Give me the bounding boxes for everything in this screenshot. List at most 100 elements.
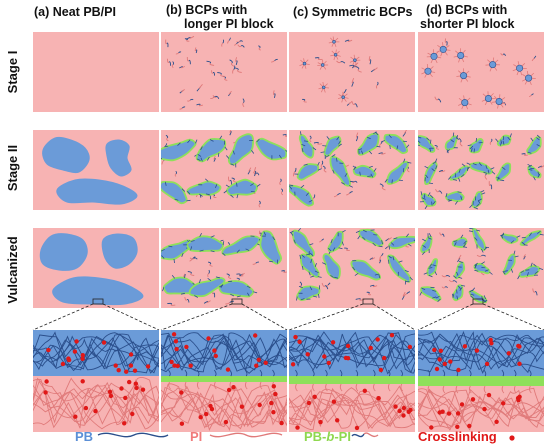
cell-b-stage-1-pb-segment [181,106,186,109]
cell-d-vulcanized-interface-chain [428,267,433,269]
zoom-c-crosslink-dot [330,340,336,345]
cell-b-stage-2-pb-segment [175,171,178,175]
zoom-d-crosslink-dot [470,397,476,402]
cell-c-vulcanized-pb-segment [344,247,348,250]
cell-b-stage-2 [161,130,287,210]
cell-d-vulcanized-interface-chain [427,237,432,240]
cell-b-vulcanized-interface-chain [161,252,162,254]
zoom-b-bcp-bridge-pi [229,381,233,390]
cell-b-stage-1-pb-segment [179,66,183,69]
cell-d-vulcanized-interface-chain [463,240,467,244]
zoom-c-pi-chain [289,390,415,429]
zoom-a-crosslink-dot [66,356,71,361]
zoom-b-pi-chain [161,389,287,432]
pb-domain [39,233,88,271]
cell-d-stage-2-pi-segment [441,170,446,173]
pb-domain [42,136,90,174]
zoom-guide-right-c [372,303,416,331]
cell-d-vulcanized-pi-segment [458,254,462,260]
zoom-b-crosslink-dot [204,411,209,417]
zoom-a-crosslink-dot [93,408,98,414]
cell-b-stage-1-pb-segment [273,93,276,99]
cell-c-stage-2-interface-chain [396,145,399,150]
cell-c-vulcanized-pi-segment [372,285,378,288]
cell-d-stage-2-interface-chain [461,163,466,167]
cell-d-stage-2-interface-chain [446,149,450,153]
cell-c-stage-1-pi-segment [368,55,371,61]
cell-b-vulcanized-interface-chain [247,292,250,297]
zoom-d-bcp-bridge-pb [455,369,459,377]
cell-c-stage-1-micelle-core [341,95,345,99]
cell-a-stage-1 [33,32,159,112]
cell-d-vulcanized-interface-chain [471,287,476,292]
cell-c-vulcanized-pi-segment [368,293,372,296]
zoom-d-bcp-bridge-pb [528,369,532,377]
zoom-b-bcp-bridge-pi [168,381,171,390]
cell-d-vulcanized-interface-chain [470,293,475,296]
cell-b-stage-2-interface-chain [230,163,235,166]
cell-c-stage-2-interface-chain [349,185,353,188]
cell-b-vulcanized-pi-segment [258,230,261,235]
cell-b-stage-1-pb-segment [234,67,239,71]
cell-c-stage-1-pb-segment [314,57,320,59]
cell-d-stage-2-interface-chain [431,201,433,206]
cell-d-vulcanized-interface-chain [489,271,493,275]
cell-d-vulcanized-interface-chain [481,261,486,265]
zoom-d-pb-chain [418,334,544,368]
zoom-d-crosslink-dot [517,361,522,366]
cell-c-stage-2-interface-chain [407,161,412,164]
cell-content [42,136,138,205]
zoom-d-crosslink-dot [448,359,453,364]
zoom-c-bcp-bridge-pb [400,369,403,377]
cell-d-stage-2-interface-chain [472,163,477,166]
zoom-b-crosslink-dot [271,384,276,389]
interface-zoom-row [33,330,544,432]
cell-c-stage-2-interface-chain [358,148,363,151]
cell-d-vulcanized-interface-chain [539,267,544,270]
zoom-b-crosslink-dot [279,420,284,426]
cell-d-vulcanized-interface-chain [484,269,489,272]
cell-c-stage-1-pb-segment [376,81,379,86]
cell-c-vulcanized-interface-chain [293,239,296,244]
cell-b-stage-2-interface-chain [200,157,203,162]
cell-b-vulcanized-pb-segment [236,277,240,281]
cell-c-stage-1-pb-segment [369,59,372,65]
zoom-c-bcp-bridge-pi [339,383,343,392]
cell-d-stage-2-pi-segment [540,165,544,168]
zoom-d-bcp-bridge-pb [427,369,431,377]
cell-c-stage-2-pb-segment [336,192,341,196]
zoom-b-crosslink-dot [213,353,218,359]
zoom-b-crosslink-dot [175,363,180,369]
cell-d-vulcanized-interface-chain [474,269,479,272]
cell-d-vulcanized-interface-chain [537,230,541,234]
cell-c-stage-1-pb-segment [340,61,346,64]
cell-d-stage-2-interface-chain [448,176,452,180]
cell-d-stage-2-interface-chain [480,190,485,193]
cell-d-stage-2-interface-chain [502,136,505,141]
cell-c-stage-1-pi-segment [354,62,359,67]
cell-c-stage-2-interface-chain [391,179,393,184]
zoom-a-crosslink-dot [43,390,48,395]
cell-d-stage-2-pb-segment [490,184,493,190]
cell-c-stage-2-pi-segment [406,168,410,173]
cell-c-stage-2-interface-chain [349,180,354,183]
zoom-b-crosslink-dot [171,332,177,337]
zoom-d-crosslink-dot [434,366,440,372]
zoom-guide-left-b [160,303,233,331]
cell-b-stage-2-pi-segment [213,195,217,199]
cell-d-stage-2-interface-chain [477,200,481,205]
zoom-c-bcp-bridge-pi [355,383,359,392]
cell-b-vulcanized-interface-chain [228,280,233,283]
cell-d-stage-2-interface-chain [424,165,429,169]
zoom-d-bcp-bridge-pi [483,385,487,394]
cell-d-stage-1-pb-segment [531,93,534,96]
cell-b-stage-1-pb-segment [206,60,212,64]
cell-b-stage-1-pb-segment [240,45,245,48]
cell-c-vulcanized-pb-segment [366,291,370,294]
zoom-d-crosslink-dot [486,392,492,398]
cell-d-vulcanized-interface-chain [432,289,437,292]
cell-d-stage-2-interface-chain [501,166,506,171]
cell-d-vulcanized-interface-chain [481,248,484,253]
cell-b-stage-1-pi-segment [189,35,195,39]
